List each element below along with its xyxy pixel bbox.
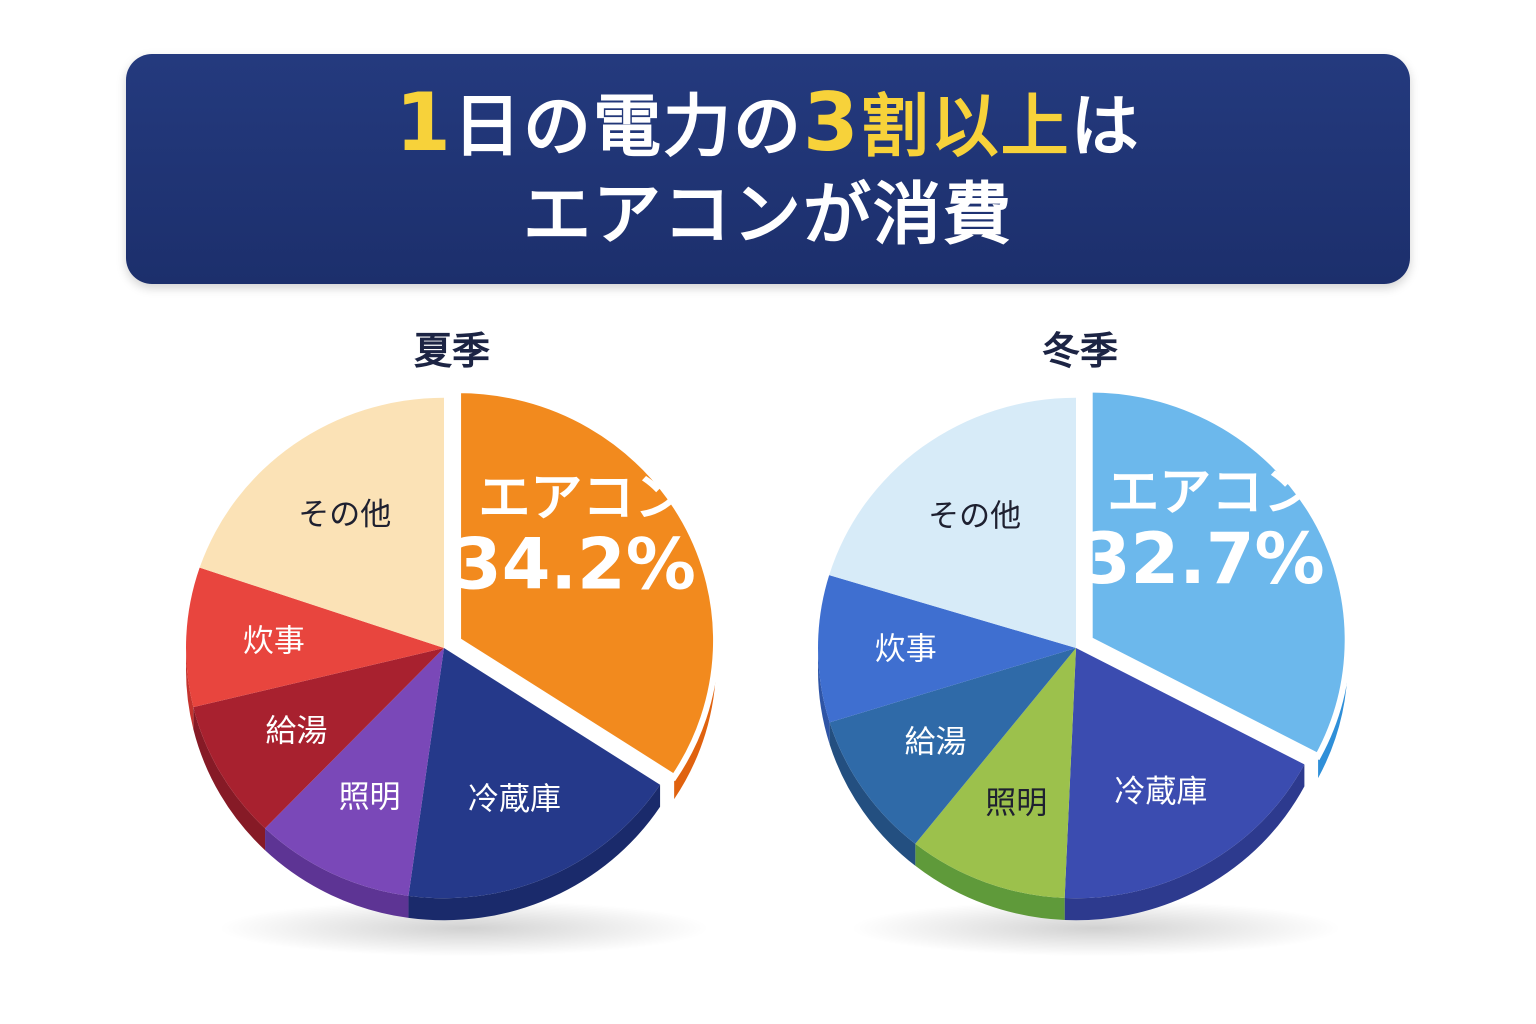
title-line-1: 1日の電力の3割以上は bbox=[395, 75, 1141, 172]
winter-slice-side-4 bbox=[818, 648, 830, 745]
winter-slice-label-4: 炊事 bbox=[875, 632, 937, 668]
summer-slice-side-0 bbox=[674, 640, 717, 800]
summer-slice-label-2: 照明 bbox=[339, 780, 401, 816]
winter-slice-3 bbox=[829, 648, 1076, 844]
summer-slice-label-5: その他 bbox=[298, 497, 391, 533]
winter-pie-shadow bbox=[850, 900, 1342, 957]
winter-slice-side-3 bbox=[829, 722, 916, 866]
summer-slice-side-4 bbox=[186, 648, 194, 730]
summer-slice-2 bbox=[265, 648, 444, 896]
title-banner: 1日の電力の3割以上は エアコンが消費 bbox=[126, 54, 1410, 284]
title-text-a: 日の電力の bbox=[452, 87, 803, 167]
winter-slice-side-1 bbox=[1064, 764, 1305, 921]
title-number-1: 1 bbox=[395, 75, 453, 169]
winter-aircon-percent: 32.7% bbox=[1082, 518, 1325, 600]
title-number-3: 3 bbox=[802, 75, 861, 169]
winter-slice-0 bbox=[1086, 386, 1351, 761]
winter-slice-label-1: 冷蔵庫 bbox=[1114, 774, 1207, 810]
summer-slice-1 bbox=[408, 648, 661, 899]
summer-aircon-label: エアコン bbox=[478, 469, 686, 529]
winter-slice-5 bbox=[829, 397, 1076, 648]
winter-slice-label-3: 給湯 bbox=[904, 724, 966, 760]
summer-slice-side-2 bbox=[265, 828, 409, 918]
summer-slice-3 bbox=[193, 648, 444, 829]
winter-chart-title: 冬季 bbox=[1042, 329, 1118, 373]
summer-slice-label-1: 冷蔵庫 bbox=[468, 781, 561, 817]
winter-slice-4 bbox=[817, 575, 1076, 723]
summer-slice-side-1 bbox=[408, 784, 661, 921]
winter-slice-label-2: 照明 bbox=[985, 786, 1047, 822]
winter-aircon-label: エアコン bbox=[1107, 463, 1315, 523]
winter-slice-1 bbox=[1064, 648, 1305, 899]
summer-slice-5 bbox=[199, 397, 444, 648]
summer-pie-shadow bbox=[218, 900, 710, 957]
summer-slice-label-4: 炊事 bbox=[243, 624, 305, 660]
summer-slice-side-3 bbox=[193, 707, 266, 851]
title-highlight-text: 割以上 bbox=[860, 87, 1071, 167]
title-line-2: エアコンが消費 bbox=[522, 175, 1013, 255]
winter-slice-label-5: その他 bbox=[928, 498, 1021, 534]
summer-aircon-percent: 34.2% bbox=[453, 524, 696, 606]
summer-slice-0 bbox=[455, 387, 720, 782]
winter-slice-2 bbox=[915, 648, 1076, 899]
summer-chart-title: 夏季 bbox=[414, 329, 490, 373]
title-text-b: は bbox=[1070, 87, 1141, 167]
summer-slice-label-3: 給湯 bbox=[265, 713, 327, 749]
winter-slice-side-2 bbox=[915, 843, 1065, 921]
summer-slice-4 bbox=[186, 567, 444, 708]
